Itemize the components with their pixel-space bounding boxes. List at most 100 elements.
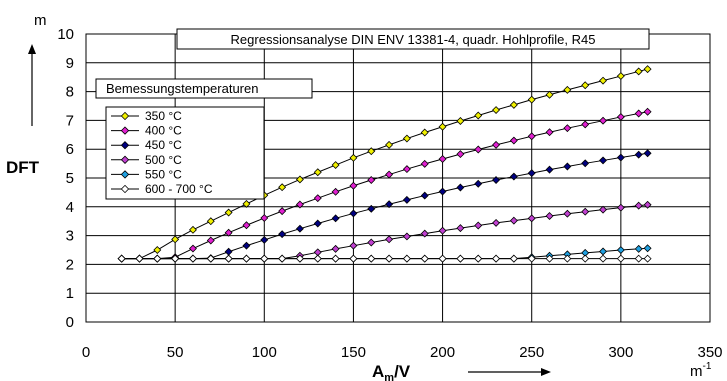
data-point bbox=[385, 140, 394, 149]
y-tick-label: 2 bbox=[66, 256, 74, 273]
x-tick-label: 300 bbox=[608, 344, 633, 361]
data-point bbox=[545, 165, 554, 174]
data-point bbox=[545, 212, 554, 220]
y-tick-label: 7 bbox=[66, 112, 74, 129]
data-point bbox=[260, 254, 269, 263]
data-point bbox=[474, 111, 483, 120]
legend-marker bbox=[120, 126, 130, 135]
data-point bbox=[438, 155, 447, 163]
data-point bbox=[331, 187, 340, 196]
y-tick-label: 0 bbox=[66, 314, 74, 331]
data-point bbox=[616, 153, 625, 162]
data-point bbox=[438, 226, 447, 235]
data-point bbox=[402, 254, 411, 263]
data-point bbox=[563, 85, 572, 94]
data-point bbox=[420, 191, 429, 200]
data-point bbox=[242, 254, 251, 263]
data-point bbox=[509, 172, 518, 181]
data-point bbox=[563, 124, 572, 133]
y-unit-label: m bbox=[34, 12, 47, 29]
y-tick-label: 1 bbox=[66, 285, 74, 302]
title-box bbox=[176, 28, 650, 50]
data-point bbox=[420, 159, 429, 168]
data-point bbox=[643, 107, 652, 116]
data-point bbox=[634, 254, 643, 263]
data-point bbox=[349, 254, 358, 263]
y-tick-label: 3 bbox=[66, 228, 74, 245]
legend-entry: 400 °C bbox=[145, 124, 182, 138]
legend-marker bbox=[120, 184, 130, 194]
data-point bbox=[474, 221, 483, 230]
data-point bbox=[402, 134, 411, 143]
data-point bbox=[135, 254, 144, 263]
legend-marker bbox=[120, 170, 130, 179]
data-point bbox=[527, 254, 536, 263]
legend-entry: 600 - 700 °C bbox=[145, 182, 213, 196]
series-layer bbox=[117, 65, 652, 263]
data-point bbox=[242, 241, 251, 250]
x-tick-label: 150 bbox=[341, 344, 366, 361]
data-point bbox=[545, 90, 554, 99]
data-point bbox=[331, 214, 340, 223]
data-point bbox=[599, 76, 607, 85]
legend-title-box bbox=[95, 78, 313, 99]
data-point bbox=[643, 200, 652, 209]
data-point bbox=[643, 65, 652, 74]
data-point bbox=[189, 254, 197, 263]
series-1 bbox=[117, 107, 652, 263]
legend-marker bbox=[120, 141, 130, 150]
y-tick-label: 9 bbox=[66, 55, 74, 72]
data-point bbox=[492, 140, 501, 149]
legend-entry: 550 °C bbox=[145, 167, 182, 181]
x-tick-label: 100 bbox=[252, 344, 277, 361]
data-point bbox=[242, 199, 251, 208]
legend-box bbox=[105, 106, 265, 200]
data-point bbox=[153, 254, 162, 263]
data-point bbox=[634, 201, 643, 210]
data-point bbox=[420, 254, 429, 263]
data-point bbox=[474, 145, 483, 154]
y-tick-label: 6 bbox=[66, 141, 74, 158]
data-point bbox=[474, 179, 483, 188]
data-point bbox=[599, 254, 607, 263]
data-point bbox=[438, 122, 447, 131]
x-tick-label: 350 bbox=[697, 344, 722, 361]
data-point bbox=[527, 169, 536, 178]
data-point bbox=[643, 149, 652, 158]
x-unit-label: m-1 bbox=[690, 361, 712, 380]
data-point bbox=[189, 244, 197, 253]
legend-marker bbox=[120, 111, 130, 121]
data-point bbox=[438, 254, 447, 263]
data-point bbox=[349, 181, 358, 190]
data-point bbox=[527, 214, 536, 223]
data-point bbox=[509, 100, 518, 109]
data-point bbox=[367, 204, 376, 213]
data-point bbox=[581, 207, 590, 216]
data-point bbox=[295, 175, 304, 184]
y-arrow-head bbox=[28, 44, 36, 54]
data-point bbox=[367, 176, 376, 184]
data-point bbox=[117, 254, 126, 263]
y-tick-label: 8 bbox=[66, 84, 74, 101]
data-point bbox=[420, 229, 429, 238]
series-0 bbox=[117, 65, 652, 263]
data-point bbox=[331, 254, 340, 263]
data-point bbox=[456, 150, 465, 159]
data-point bbox=[189, 225, 197, 234]
x-unit-sup: -1 bbox=[703, 361, 712, 372]
data-point bbox=[492, 218, 501, 227]
data-point bbox=[616, 254, 625, 263]
data-point bbox=[313, 219, 322, 228]
data-point bbox=[206, 217, 215, 226]
data-point bbox=[581, 254, 590, 263]
data-point bbox=[563, 162, 572, 171]
data-point bbox=[456, 254, 465, 263]
data-point bbox=[643, 254, 652, 263]
x-axis-title-rest: /V bbox=[394, 362, 411, 381]
data-point bbox=[331, 244, 340, 253]
x-tick-label: 200 bbox=[430, 344, 455, 361]
x-axis-title-sub: m bbox=[384, 372, 394, 381]
data-point bbox=[206, 254, 215, 263]
